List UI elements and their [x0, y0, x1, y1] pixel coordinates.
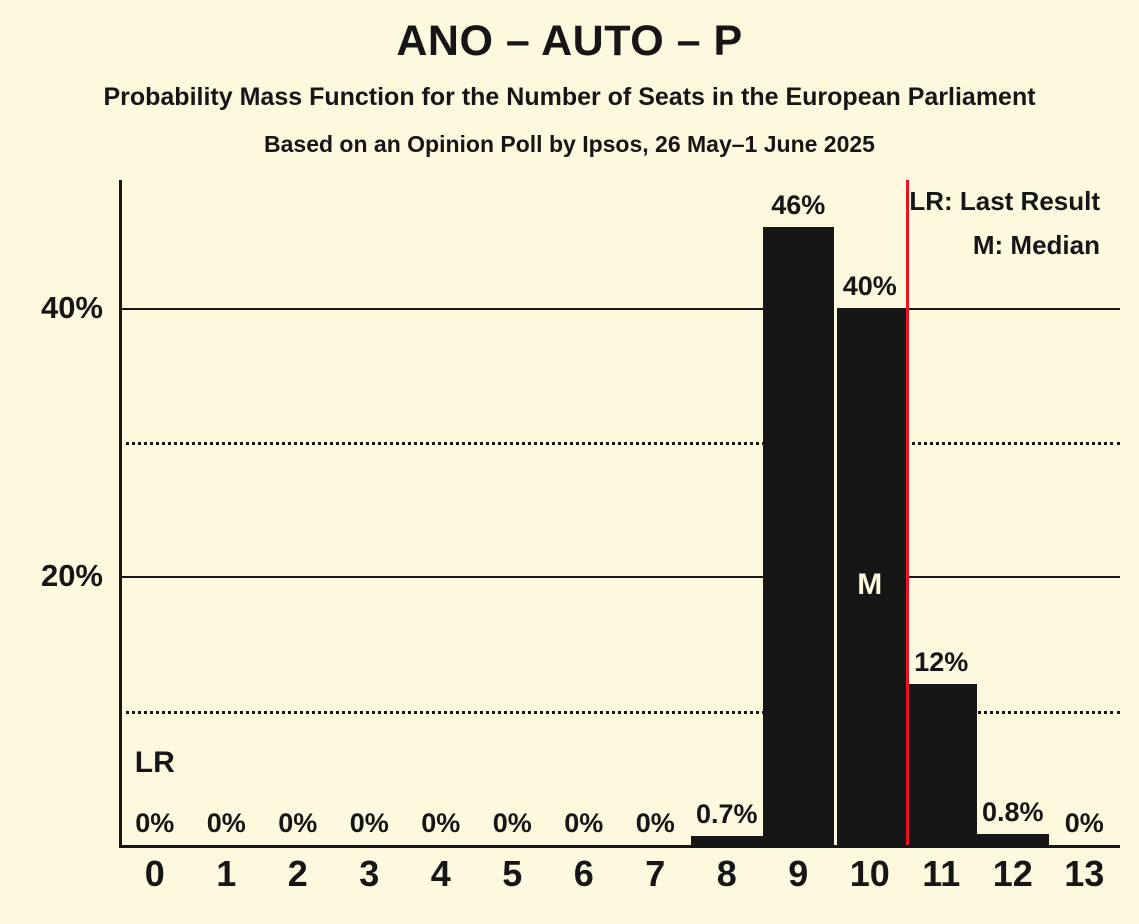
bar-value-label: 0% [564, 808, 604, 838]
last-result-marker: LR [134, 746, 175, 779]
x-tick-label: 7 [645, 853, 666, 894]
x-tick-label: 1 [216, 853, 237, 894]
bar-value-label: 0% [135, 808, 175, 838]
y-tick-label: 40% [40, 289, 103, 325]
bar-value-label: 0% [1064, 808, 1104, 838]
bar-value-label: 0% [349, 808, 389, 838]
gridline-minor [119, 710, 1120, 714]
bar-value-label: 0% [492, 808, 532, 838]
bar-value-label: 0.8% [981, 797, 1044, 828]
plot-area: 0% 0% 0% 0% 0% 0% 0% 0% 0.7% 46% 40% 12% 0.8% 0% M LR … [119, 180, 1120, 848]
bar [762, 227, 834, 845]
gridline-major [119, 307, 1120, 310]
median-marker: M [857, 568, 883, 601]
page-title: ANO – AUTO – P [396, 17, 743, 65]
chart-subtitle: Probability Mass Function for the Number… [103, 83, 1036, 111]
x-tick-label: 4 [430, 853, 451, 894]
x-tick-label: 10 [849, 853, 890, 894]
x-tick-label: 12 [992, 853, 1033, 894]
bar-value-label: 0% [635, 808, 675, 838]
chart-header: ANO – AUTO – P Probability Mass Function… [0, 0, 1139, 178]
y-axis-line [119, 180, 122, 848]
bar-value-label: 12% [914, 646, 969, 677]
median-line [834, 180, 837, 845]
bar [834, 307, 906, 845]
legend-entry-0: LR: Last Result [909, 186, 1100, 216]
x-tick-label: 11 [922, 853, 961, 894]
x-tick-label: 5 [502, 853, 523, 894]
bar-value-label: 40% [842, 270, 897, 301]
x-axis-line [119, 845, 1120, 848]
x-tick-label: 0 [144, 853, 165, 894]
y-axis-tick-labels: 20% 40% [0, 180, 110, 848]
last-result-line [905, 180, 909, 845]
legend-entry-1: M: Median [972, 230, 1100, 260]
y-tick-label: 20% [40, 558, 103, 594]
x-tick-label: 8 [716, 853, 737, 894]
bar-value-label: 0.7% [695, 798, 758, 829]
bar-value-label: 0% [278, 808, 318, 838]
gridline-major [119, 576, 1120, 579]
bar-value-label: 0% [206, 808, 246, 838]
x-tick-label: 13 [1064, 853, 1105, 894]
x-tick-label: 3 [359, 853, 380, 894]
bar [977, 834, 1049, 845]
x-tick-label: 2 [287, 853, 308, 894]
chart-legend: LR: Last Result M: Median [909, 188, 1100, 258]
gridline-minor [119, 441, 1120, 445]
x-tick-label: 9 [788, 853, 809, 894]
x-axis-tick-labels: 0 1 2 3 4 5 6 7 8 9 10 11 12 13 [119, 856, 1120, 916]
x-tick-label: 6 [573, 853, 594, 894]
chart-source-line: Based on an Opinion Poll by Ipsos, 26 Ma… [264, 131, 875, 157]
bar-value-label: 0% [421, 808, 461, 838]
bar-value-label: 46% [771, 190, 826, 221]
bar [905, 683, 977, 845]
bar [691, 835, 763, 845]
